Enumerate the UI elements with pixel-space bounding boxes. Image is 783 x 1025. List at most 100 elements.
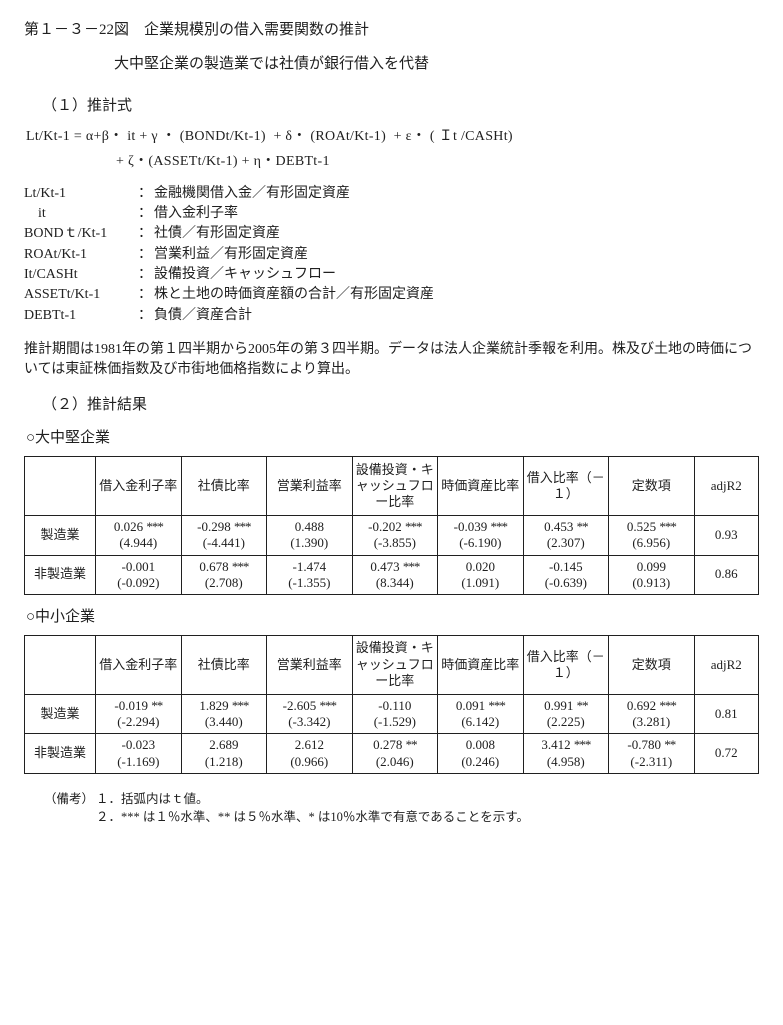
coef-cell: 0.278 **(2.046) <box>352 734 438 774</box>
t-value: (2.307) <box>526 535 607 551</box>
significance-stars: *** <box>657 519 676 534</box>
coef-cell: -0.202 ***(-3.855) <box>352 516 438 556</box>
column-header: adjR2 <box>694 635 758 694</box>
significance-stars: ** <box>574 698 587 713</box>
coef-cell: -1.474(-1.355) <box>267 555 353 595</box>
significance-stars: ** <box>403 737 416 752</box>
coef-cell: -2.605 ***(-3.342) <box>267 694 353 734</box>
adjr2-cell: 0.93 <box>694 516 758 556</box>
definition-desc: 営業利益／有形固定資産 <box>154 245 308 265</box>
definition-term: ROAt/Kt-1 <box>24 245 136 265</box>
t-value: (0.966) <box>269 754 350 770</box>
definition-colon: ： <box>136 204 154 224</box>
t-value: (1.218) <box>184 754 265 770</box>
column-header: 時価資産比率 <box>438 635 524 694</box>
footnote-row: （備考）１．括弧内はｔ値。 <box>24 790 759 808</box>
t-value: (2.225) <box>526 714 607 730</box>
row-label: 製造業 <box>25 694 96 734</box>
column-header <box>25 635 96 694</box>
column-header: 時価資産比率 <box>438 457 524 516</box>
group-label: ○中小企業 <box>26 607 759 629</box>
results-table: 借入金利子率社債比率営業利益率設備投資・キャッシュフロー比率時価資産比率借入比率… <box>24 635 759 774</box>
coef-value: -0.001 <box>98 559 179 575</box>
column-header: 設備投資・キャッシュフロー比率 <box>352 457 438 516</box>
coef-value: -0.110 <box>355 698 436 714</box>
definition-term: Lt/Kt-1 <box>24 184 136 204</box>
group-label: ○大中堅企業 <box>26 428 759 450</box>
t-value: (2.708) <box>184 575 265 591</box>
column-header: 社債比率 <box>181 457 267 516</box>
t-value: (-2.294) <box>98 714 179 730</box>
adjr2-cell: 0.81 <box>694 694 758 734</box>
coef-value: -0.202 *** <box>355 519 436 535</box>
t-value: (-3.342) <box>269 714 350 730</box>
coef-value: 2.689 <box>184 737 265 753</box>
coef-value: -0.298 *** <box>184 519 265 535</box>
t-value: (3.281) <box>611 714 692 730</box>
coef-cell: 0.008(0.246) <box>438 734 524 774</box>
column-header: 借入比率（－１） <box>523 635 609 694</box>
significance-stars: *** <box>488 519 507 534</box>
footnote-row: ２．*** は１％水準、** は５％水準、* は10％水準で有意であることを示す… <box>24 808 759 826</box>
coef-cell: 0.026 ***(4.944) <box>96 516 182 556</box>
coef-value: -2.605 *** <box>269 698 350 714</box>
table-row: 製造業0.026 ***(4.944)-0.298 ***(-4.441)0.4… <box>25 516 759 556</box>
t-value: (-3.855) <box>355 535 436 551</box>
column-header: 社債比率 <box>181 635 267 694</box>
t-value: (-0.639) <box>526 575 607 591</box>
coef-cell: 0.488(1.390) <box>267 516 353 556</box>
footnotes: （備考）１．括弧内はｔ値。２．*** は１％水準、** は５％水準、* は10％… <box>24 790 759 826</box>
coef-value: 0.692 *** <box>611 698 692 714</box>
t-value: (8.344) <box>355 575 436 591</box>
column-header: 借入比率（－１） <box>523 457 609 516</box>
definition-desc: 金融機関借入金／有形固定資産 <box>154 184 350 204</box>
coef-value: -0.039 *** <box>440 519 521 535</box>
coef-value: 0.099 <box>611 559 692 575</box>
definition-row: it：借入金利子率 <box>24 204 759 224</box>
t-value: (6.142) <box>440 714 521 730</box>
t-value: (0.246) <box>440 754 521 770</box>
row-label: 非製造業 <box>25 734 96 774</box>
definition-term: ASSETt/Kt-1 <box>24 285 136 305</box>
coef-cell: 3.412 ***(4.958) <box>523 734 609 774</box>
coef-cell: 2.612(0.966) <box>267 734 353 774</box>
significance-stars: ** <box>574 519 587 534</box>
coef-value: 3.412 *** <box>526 737 607 753</box>
significance-stars: *** <box>657 698 676 713</box>
definition-desc: 社債／有形固定資産 <box>154 224 280 244</box>
row-label: 非製造業 <box>25 555 96 595</box>
coef-cell: -0.019 **(-2.294) <box>96 694 182 734</box>
coef-cell: 2.689(1.218) <box>181 734 267 774</box>
t-value: (-4.441) <box>184 535 265 551</box>
coef-cell: 0.099(0.913) <box>609 555 695 595</box>
equation-line-2: + ζ・(ASSETt/Kt-1) + η・DEBTt-1 <box>116 152 759 172</box>
t-value: (-1.529) <box>355 714 436 730</box>
footnote-text: １．括弧内はｔ値。 <box>96 790 209 808</box>
significance-stars: *** <box>572 737 591 752</box>
coef-cell: 0.678 ***(2.708) <box>181 555 267 595</box>
t-value: (4.944) <box>98 535 179 551</box>
coef-cell: 0.525 ***(6.956) <box>609 516 695 556</box>
t-value: (0.913) <box>611 575 692 591</box>
coef-value: 0.488 <box>269 519 350 535</box>
coef-cell: 0.692 ***(3.281) <box>609 694 695 734</box>
footnote-lead <box>24 808 96 826</box>
definition-colon: ： <box>136 285 154 305</box>
coef-cell: 0.091 ***(6.142) <box>438 694 524 734</box>
definition-term: It/CASHt <box>24 265 136 285</box>
significance-stars: *** <box>486 698 505 713</box>
significance-stars: *** <box>317 698 336 713</box>
table-row: 非製造業-0.023(-1.169)2.689(1.218)2.612(0.96… <box>25 734 759 774</box>
coef-value: 0.020 <box>440 559 521 575</box>
figure-subtitle: 大中堅企業の製造業では社債が銀行借入を代替 <box>114 54 759 76</box>
significance-stars: *** <box>230 559 249 574</box>
definition-colon: ： <box>136 245 154 265</box>
t-value: (2.046) <box>355 754 436 770</box>
definition-desc: 負債／資産合計 <box>154 306 252 326</box>
table-row: 製造業-0.019 **(-2.294)1.829 ***(3.440)-2.6… <box>25 694 759 734</box>
definition-row: Lt/Kt-1：金融機関借入金／有形固定資産 <box>24 184 759 204</box>
definition-term: BONDｔ/Kt-1 <box>24 224 136 244</box>
coef-value: -0.023 <box>98 737 179 753</box>
results-tables: ○大中堅企業借入金利子率社債比率営業利益率設備投資・キャッシュフロー比率時価資産… <box>24 428 759 774</box>
coef-cell: -0.039 ***(-6.190) <box>438 516 524 556</box>
